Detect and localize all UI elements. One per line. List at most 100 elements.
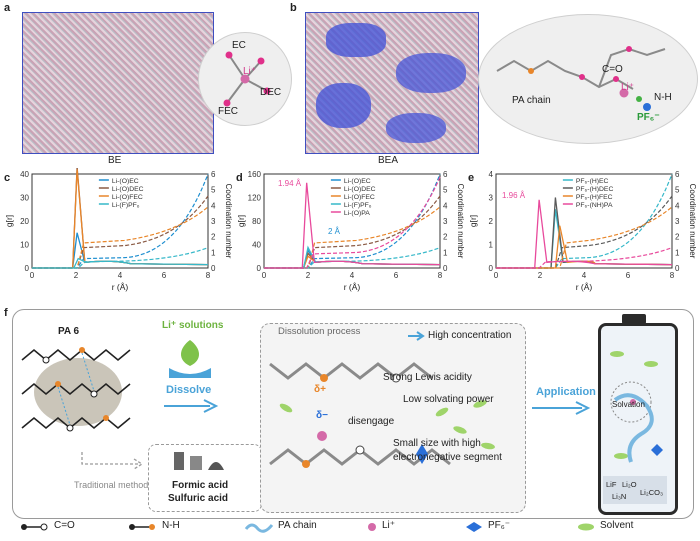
acid-bottle-icon	[174, 452, 224, 470]
li-ion-icon	[368, 523, 376, 531]
y2-tick-label: 0	[211, 264, 216, 273]
y-tick-label: 10	[20, 241, 29, 250]
cn-line-Li-(O)EC	[264, 173, 441, 269]
dissolution-chains	[269, 362, 495, 468]
x-axis-label: r (Å)	[112, 282, 129, 292]
y2-tick-label: 4	[443, 201, 448, 210]
legend-entry: Li-(O)PA	[344, 210, 370, 217]
panel-b-letter: b	[290, 2, 297, 14]
y2-tick-label: 0	[675, 264, 680, 273]
y2-axis-label: Coordination number	[688, 184, 697, 259]
panel-c-letter: c	[4, 172, 11, 184]
y2-tick-label: 6	[675, 170, 680, 179]
battery-cap	[622, 314, 646, 324]
bea-solvation-bubble	[478, 14, 698, 144]
y2-tick-label: 4	[211, 201, 216, 210]
delta-minus-label: δ−	[316, 410, 328, 421]
be-solvation-bubble	[198, 32, 292, 126]
y2-tick-label: 3	[211, 217, 216, 226]
y-tick-label: 2	[489, 217, 494, 226]
application-label: Application	[536, 386, 596, 398]
x-tick-label: 0	[30, 271, 35, 280]
nh-label-b: N-H	[654, 92, 672, 103]
y2-tick-label: 1	[211, 248, 216, 257]
y2-tick-label: 5	[443, 186, 448, 195]
y2-tick-label: 4	[675, 201, 680, 210]
y-tick-label: 1	[489, 241, 494, 250]
y-tick-label: 160	[248, 170, 262, 179]
small-size-label-1: Small size with high	[393, 438, 481, 449]
cn-line-PF₆-(H)EC	[496, 173, 673, 269]
panel-e-letter: e	[468, 172, 475, 184]
rdf-line-PF₆-(H)EC	[496, 209, 673, 269]
nh-bond-icon	[129, 524, 155, 530]
x-tick-label: 4	[582, 271, 587, 280]
co-bond-icon	[21, 523, 48, 531]
x-tick-label: 0	[494, 271, 499, 280]
y2-tick-label: 6	[443, 170, 448, 179]
y2-axis-label: Coordination number	[456, 184, 465, 259]
strong-lewis-label: Strong Lewis acidity	[383, 372, 472, 383]
x-tick-label: 2	[538, 271, 543, 280]
legend-pf6-label: PF₆⁻	[488, 520, 511, 531]
y-tick-label: 0	[489, 264, 494, 273]
cn-line-PF₆-(NH)PA	[496, 247, 673, 269]
y-axis-label: g[r]	[4, 215, 14, 227]
plant-hand-icon	[169, 340, 211, 378]
legend-entry: Li-(O)EC	[112, 178, 139, 185]
panel-a-letter: a	[4, 2, 11, 14]
legend-entry: Li-(F)PF₆	[112, 202, 140, 209]
y-tick-label: 4	[489, 170, 494, 179]
legend-li-label: Li⁺	[382, 520, 396, 531]
legend-entry: Li-(O)DEC	[344, 186, 376, 193]
legend-entry: Li-(O)FEC	[344, 194, 375, 201]
x-tick-label: 8	[206, 271, 211, 280]
y-tick-label: 3	[489, 194, 494, 203]
li-label-b: Li⁺	[621, 82, 635, 93]
y2-tick-label: 3	[675, 217, 680, 226]
cn-line-Li-(O)DEC	[32, 195, 209, 269]
cn-line-PF₆-(H)FEC	[496, 206, 673, 269]
y-tick-label: 120	[248, 194, 262, 203]
cn-line-Li-(F)PF₆	[32, 247, 209, 269]
bea-caption: BEA	[378, 155, 399, 166]
small-size-label-2: electronegative segment	[393, 452, 502, 463]
pf6-label-b: PF₆⁻	[637, 112, 660, 123]
y-axis-label: g[r]	[468, 215, 478, 227]
chart-annotation: 2 Å	[328, 227, 341, 236]
legend-entry: PF₆-(H)DEC	[576, 186, 614, 193]
y-tick-label: 0	[25, 264, 30, 273]
y-tick-label: 40	[20, 170, 29, 179]
x-tick-label: 6	[162, 271, 167, 280]
y2-tick-label: 2	[443, 233, 448, 242]
cn-line-Li-(O)FEC	[264, 206, 441, 269]
y2-tick-label: 1	[443, 248, 448, 257]
y2-tick-label: 1	[675, 248, 680, 257]
pa6-label: PA 6	[58, 326, 80, 337]
y2-tick-label: 2	[211, 233, 216, 242]
panel-f-letter: f	[4, 307, 8, 319]
schematic-frame	[12, 309, 694, 519]
legend-entry: Li-(O)EC	[344, 178, 371, 185]
bea-polymer-chain	[496, 46, 666, 111]
bea-simulation-box	[305, 12, 479, 154]
x-tick-label: 2	[74, 271, 79, 280]
be-caption: BE	[108, 155, 122, 166]
y-tick-label: 20	[20, 217, 29, 226]
dissolution-box	[260, 323, 526, 513]
legend-solvent-label: Solvent	[600, 520, 634, 531]
be-solvation-molecule	[223, 51, 271, 107]
plot-frame	[495, 173, 673, 269]
legend-entry: Li-(F)PF₆	[344, 202, 372, 209]
legend-entry: PF₆-(H)EC	[576, 178, 609, 185]
x-tick-label: 6	[394, 271, 399, 280]
y2-tick-label: 2	[675, 233, 680, 242]
x-tick-label: 4	[350, 271, 355, 280]
panel-d-letter: d	[236, 172, 243, 184]
legend-nh-label: N-H	[162, 520, 180, 531]
battery-contents	[603, 351, 667, 504]
li-solutions-label: Li⁺ solutions	[162, 320, 224, 331]
plot-frame	[263, 173, 441, 269]
